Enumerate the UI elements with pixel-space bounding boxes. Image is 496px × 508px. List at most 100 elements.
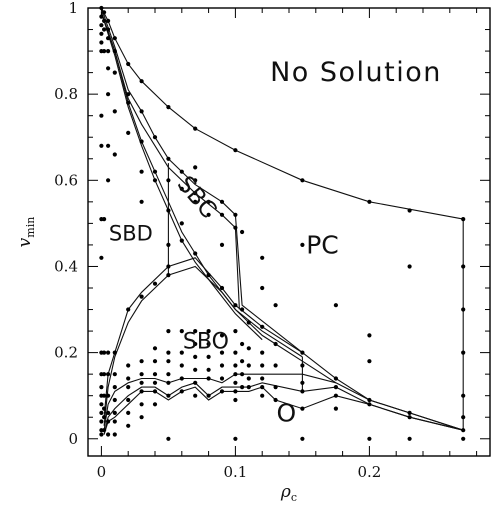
data-point-157 [240, 359, 245, 364]
data-point-72 [139, 294, 144, 299]
data-point-132 [206, 393, 211, 398]
data-point-86 [152, 380, 158, 385]
data-point-49 [112, 350, 117, 355]
data-point-82 [152, 281, 158, 286]
data-point-115 [193, 191, 198, 196]
data-point-162 [246, 363, 251, 368]
data-point-59 [126, 130, 131, 135]
data-point-195 [367, 402, 372, 407]
data-point-153 [233, 436, 238, 441]
data-point-205 [461, 350, 466, 355]
data-point-9 [99, 255, 104, 260]
data-point-18 [99, 432, 104, 437]
data-point-76 [139, 389, 144, 394]
data-point-24 [102, 350, 107, 355]
data-point-38 [106, 350, 111, 355]
data-point-105 [179, 221, 184, 226]
data-point-52 [112, 397, 117, 403]
data-point-183 [300, 389, 305, 394]
data-point-121 [193, 367, 198, 372]
data-point-40 [106, 393, 111, 398]
x-axis-label: ρc [280, 482, 297, 504]
data-point-181 [300, 363, 305, 368]
data-point-108 [179, 350, 184, 355]
data-point-19 [102, 10, 107, 15]
data-point-58 [126, 100, 131, 105]
data-point-193 [367, 359, 372, 364]
axis-ticks: 0 0.1 0.2 0 0.2 0.4 0.6 0.8 1 [54, 0, 490, 481]
data-point-67 [139, 79, 144, 84]
data-point-98 [166, 359, 171, 364]
data-point-73 [139, 359, 144, 364]
x-tick-label-2: 0.2 [357, 463, 381, 481]
data-point-68 [139, 109, 144, 114]
data-point-62 [126, 376, 131, 381]
data-point-66 [126, 423, 131, 428]
data-point-135 [219, 242, 225, 247]
data-point-142 [233, 148, 238, 153]
data-point-89 [166, 105, 171, 110]
data-point-123 [193, 393, 198, 398]
y-tick-label-4: 0.8 [54, 85, 78, 103]
data-point-47 [112, 109, 117, 114]
data-point-204 [461, 307, 466, 312]
data-point-141 [219, 389, 225, 394]
data-point-79 [152, 135, 158, 140]
x-tick-label-0: 0 [97, 463, 107, 481]
data-point-206 [461, 393, 466, 398]
data-point-177 [273, 397, 278, 403]
data-point-71 [139, 199, 144, 204]
data-point-140 [219, 376, 225, 381]
data-point-152 [233, 397, 238, 403]
data-point-188 [333, 385, 338, 390]
data-point-148 [233, 363, 238, 368]
data-point-97 [166, 350, 171, 355]
data-point-127 [206, 329, 211, 334]
data-point-200 [407, 415, 412, 420]
data-point-202 [461, 217, 466, 222]
y-tick-label-3: 0.6 [54, 171, 78, 189]
data-point-20 [102, 18, 107, 23]
data-point-187 [333, 376, 338, 381]
data-point-166 [260, 285, 265, 291]
data-point-136 [219, 285, 225, 291]
data-point-53 [112, 410, 117, 415]
y-axis-label: vmin [15, 217, 37, 248]
data-point-55 [112, 432, 117, 437]
data-point-101 [166, 393, 171, 398]
data-point-12 [99, 385, 104, 390]
data-point-151 [233, 389, 238, 394]
data-point-134 [219, 212, 225, 217]
y-tick-label-5: 1 [68, 0, 78, 17]
data-point-95 [166, 273, 171, 278]
data-point-171 [260, 385, 265, 390]
data-point-112 [193, 126, 198, 131]
data-point-91 [166, 178, 171, 183]
data-point-87 [152, 389, 158, 394]
data-point-191 [367, 199, 372, 204]
data-point-26 [102, 393, 107, 398]
data-point-161 [246, 346, 251, 351]
data-point-168 [260, 350, 265, 355]
data-point-21 [102, 27, 107, 32]
data-point-27 [102, 406, 107, 411]
data-point-196 [367, 436, 372, 441]
data-point-208 [461, 428, 466, 433]
data-point-165 [260, 255, 265, 260]
data-point-176 [273, 385, 278, 390]
data-point-109 [179, 363, 184, 368]
data-point-190 [333, 406, 338, 411]
data-point-154 [240, 229, 245, 235]
data-point-117 [193, 251, 198, 256]
data-point-30 [106, 18, 111, 23]
data-point-99 [166, 372, 171, 377]
data-point-145 [233, 303, 238, 308]
data-point-96 [166, 329, 171, 334]
data-point-46 [112, 70, 117, 75]
data-point-209 [461, 436, 466, 441]
data-point-110 [179, 376, 184, 381]
data-point-114 [193, 178, 198, 183]
boundary-line-12 [103, 386, 464, 435]
data-point-50 [112, 372, 117, 377]
